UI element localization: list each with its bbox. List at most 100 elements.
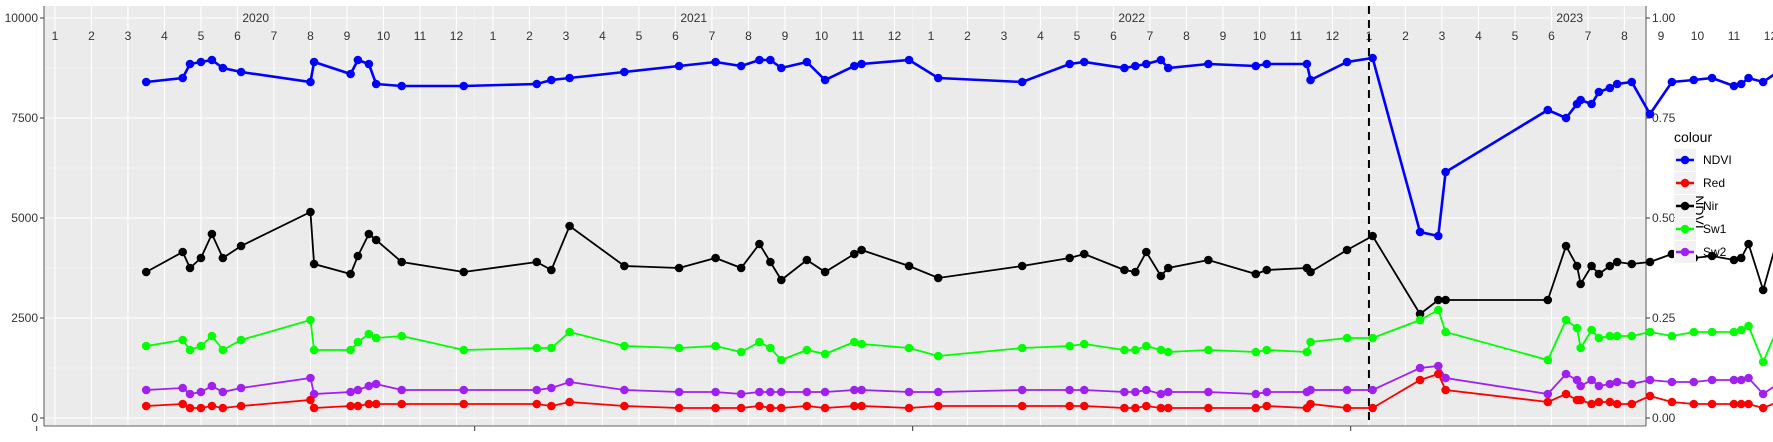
data-point (1204, 59, 1213, 69)
data-point (1302, 59, 1312, 69)
left-tick-label: 7500 (11, 111, 38, 125)
data-point (1204, 345, 1213, 355)
data-point (620, 67, 629, 77)
data-point (711, 57, 720, 67)
data-point (141, 267, 151, 277)
data-point (1262, 345, 1272, 355)
month-label: 5 (636, 29, 643, 43)
data-point (364, 329, 374, 339)
data-point (850, 337, 859, 347)
data-point (1667, 397, 1677, 407)
data-point (1434, 295, 1443, 305)
data-point (1758, 403, 1768, 413)
data-point (933, 401, 943, 411)
data-series (141, 53, 1773, 413)
data-point (802, 401, 812, 411)
data-point (820, 403, 830, 413)
data-point (371, 235, 381, 245)
data-point (1131, 61, 1140, 71)
legend-key-point (1680, 155, 1690, 165)
data-point (1543, 397, 1553, 407)
data-point (397, 331, 407, 341)
data-point (904, 261, 914, 271)
data-point (309, 345, 319, 355)
month-label: 11 (1290, 29, 1303, 43)
left-tick-label: 5000 (11, 211, 38, 225)
month-label: 2 (88, 29, 95, 43)
data-point (1441, 373, 1450, 383)
data-point (1587, 399, 1596, 409)
data-point (1645, 327, 1655, 337)
data-point (1142, 59, 1151, 69)
data-point (1689, 327, 1699, 337)
data-point (933, 273, 943, 283)
data-point (196, 341, 206, 351)
data-point (1645, 109, 1655, 119)
legend-key-point (1680, 201, 1690, 211)
data-point (620, 261, 629, 271)
data-point (178, 247, 187, 257)
data-point (397, 385, 407, 395)
data-point (802, 255, 812, 265)
month-label: 4 (599, 29, 606, 43)
data-point (1627, 77, 1637, 87)
month-label: 9 (344, 29, 351, 43)
data-point (565, 327, 574, 337)
data-point (1017, 343, 1027, 353)
data-point (218, 345, 228, 355)
data-point (532, 343, 542, 353)
data-point (1262, 387, 1272, 397)
data-point (1017, 261, 1027, 271)
data-point (857, 245, 866, 255)
data-point (1543, 355, 1553, 365)
data-point (904, 55, 914, 65)
data-point (777, 275, 786, 285)
data-point (802, 345, 812, 355)
data-point (1612, 79, 1622, 89)
data-point (1415, 227, 1425, 237)
data-point (547, 75, 556, 85)
data-point (459, 267, 469, 277)
month-label: 5 (1512, 29, 1519, 43)
data-point (766, 387, 775, 397)
data-point (777, 387, 786, 397)
data-point (346, 345, 355, 355)
series-sw2 (141, 361, 1773, 399)
data-point (207, 331, 217, 341)
data-point (766, 403, 775, 413)
series-nir (141, 207, 1773, 319)
data-point (1156, 345, 1166, 355)
data-point (547, 401, 556, 411)
month-label: 10 (815, 29, 829, 43)
month-label: 2 (964, 29, 971, 43)
data-point (1441, 295, 1450, 305)
data-point (620, 341, 629, 351)
data-point (1017, 401, 1027, 411)
data-point (1744, 73, 1753, 83)
data-point (346, 387, 355, 397)
data-point (1605, 397, 1615, 407)
data-point (850, 401, 859, 411)
data-point (1342, 385, 1352, 395)
data-point (1576, 343, 1585, 353)
data-point (207, 55, 217, 65)
data-point (141, 341, 151, 351)
data-point (1612, 399, 1622, 409)
series-red (141, 369, 1773, 413)
data-point (532, 257, 542, 267)
month-label: 7 (271, 29, 278, 43)
data-point (397, 81, 407, 91)
legend-label: Nir (1703, 199, 1718, 213)
month-label: 11 (414, 29, 427, 43)
data-point (1707, 327, 1717, 337)
data-point (1587, 375, 1596, 385)
data-point (820, 267, 830, 277)
data-point (1736, 375, 1746, 385)
data-point (353, 337, 363, 347)
data-point (306, 373, 315, 383)
data-point (1156, 55, 1166, 65)
legend-key-point (1680, 178, 1690, 188)
legend: colour NDVI Red Nir Sw1 Sw2 (1674, 129, 1732, 263)
data-point (1342, 57, 1352, 67)
data-point (1441, 327, 1450, 337)
